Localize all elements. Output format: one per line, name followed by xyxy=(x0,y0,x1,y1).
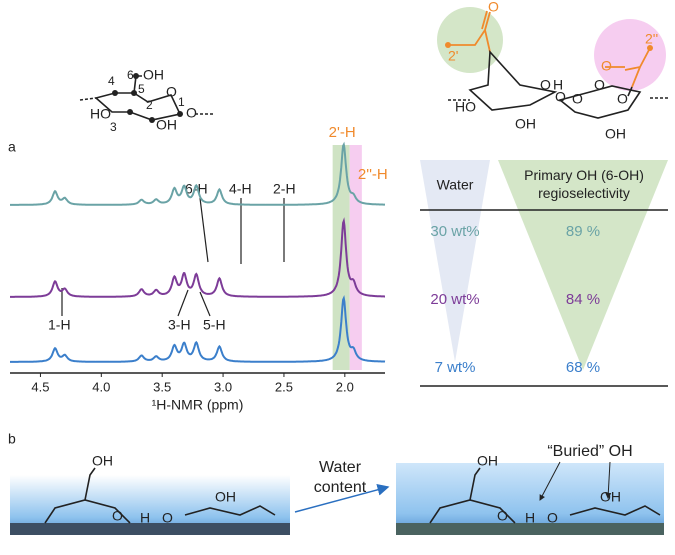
annotation-leaders xyxy=(61,197,285,317)
peak-label: 4-H xyxy=(229,181,252,197)
atom-label: O xyxy=(112,508,123,524)
table-cell: 89 % xyxy=(566,223,600,240)
ring xyxy=(569,505,661,516)
atom-label: 5 xyxy=(138,82,145,96)
arrow xyxy=(605,461,612,499)
table-header: Primary OH (6-OH) regioselectivity xyxy=(524,167,644,201)
peak-label: 2-H xyxy=(273,181,296,197)
atom-label: HO xyxy=(455,99,476,115)
atom-label: O xyxy=(186,105,197,121)
panel-label: a xyxy=(8,139,16,155)
band-label: 2''-H xyxy=(358,166,388,183)
atom-label: H xyxy=(553,77,563,93)
table-cell: 7 wt% xyxy=(435,359,476,376)
ring xyxy=(429,467,516,524)
ring xyxy=(184,505,276,516)
arrow xyxy=(539,461,561,501)
atom-label: OH xyxy=(156,117,177,133)
table-header: Water xyxy=(437,177,474,193)
ring xyxy=(44,467,131,524)
atom-label: OH xyxy=(477,453,498,469)
spectrum xyxy=(10,217,385,298)
x-tick-label: 2.5 xyxy=(275,379,293,394)
atom-label: H xyxy=(525,510,535,526)
atom-label: H xyxy=(140,510,150,526)
x-axis-label: ¹H-NMR (ppm) xyxy=(152,397,244,413)
x-tick-label: 2.0 xyxy=(336,379,354,394)
atom-label: OH xyxy=(605,126,626,142)
atom-label: O xyxy=(162,510,173,526)
table: Water Primary OH (6-OH) regioselectivity xyxy=(420,160,668,387)
table-cell: 84 % xyxy=(566,291,600,308)
atom-label: HO xyxy=(90,106,111,122)
arrow-label: content xyxy=(314,479,367,496)
x-tick-label: 4.0 xyxy=(92,379,110,394)
structure-right: 2' 2'' O O O H O O HO OH O OH O xyxy=(437,0,668,142)
atom-label: O xyxy=(601,58,612,74)
atom-label: O xyxy=(166,84,177,100)
table-cell: 30 wt% xyxy=(430,223,479,240)
panel-label: b xyxy=(8,431,16,447)
atom-label: O xyxy=(540,77,551,93)
atom-label: OH xyxy=(515,116,536,132)
atom-label: O xyxy=(617,91,628,107)
atom-label: O xyxy=(555,89,566,105)
atom-label: 1 xyxy=(178,95,185,109)
atom-label: 2'' xyxy=(645,31,658,47)
surface xyxy=(10,523,290,535)
spectrum xyxy=(10,294,386,363)
table-cell: 20 wt% xyxy=(430,291,479,308)
atom-label: O xyxy=(488,0,499,15)
peak-label: 5-H xyxy=(203,317,226,333)
atom-label: 3 xyxy=(110,120,117,134)
atom-label: 4 xyxy=(108,74,115,88)
atom-label: O xyxy=(594,77,605,93)
x-tick-label: 3.5 xyxy=(153,379,171,394)
surface xyxy=(396,523,664,535)
atom-label: OH xyxy=(92,453,113,469)
structure-left: 4 6 OH 5 O 1 O HO 3 2 OH xyxy=(79,67,215,134)
atom-label: 2' xyxy=(448,48,458,64)
atom-label: 2 xyxy=(146,98,153,112)
buried-label: “Buried” OH xyxy=(547,443,632,460)
arrow-label: Water xyxy=(319,459,362,476)
x-tick-label: 3.0 xyxy=(214,379,232,394)
peak-label: 1-H xyxy=(48,317,71,333)
atom-label: O xyxy=(497,508,508,524)
arrow xyxy=(294,483,390,513)
atom-label: OH xyxy=(600,489,621,505)
peak-label: 6-H xyxy=(185,181,208,197)
atom-label: OH xyxy=(143,67,164,83)
table-header-box: Primary OH (6-OH) regioselectivity xyxy=(524,167,644,201)
peak-label: 3-H xyxy=(168,317,191,333)
atom-label: 6 xyxy=(127,68,134,82)
table-cell: 68 % xyxy=(566,359,600,376)
layers: 2'-H 2''-H xyxy=(329,124,388,370)
atom-label: OH xyxy=(215,489,236,505)
band-label: 2'-H xyxy=(329,124,356,141)
x-tick-label: 4.5 xyxy=(31,379,49,394)
atom-label: O xyxy=(547,510,558,526)
spectrum xyxy=(10,141,385,206)
atom-label: O xyxy=(572,91,583,107)
